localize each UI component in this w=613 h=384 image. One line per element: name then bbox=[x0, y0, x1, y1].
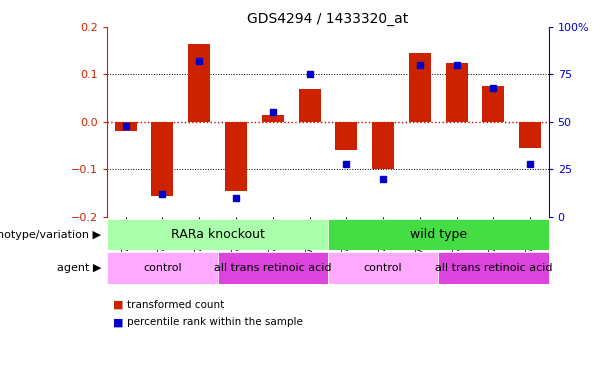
Text: percentile rank within the sample: percentile rank within the sample bbox=[127, 317, 303, 327]
Text: genotype/variation ▶: genotype/variation ▶ bbox=[0, 230, 101, 240]
Bar bbox=[482, 86, 504, 122]
Text: all trans retinoic acid: all trans retinoic acid bbox=[214, 263, 332, 273]
Bar bbox=[218, 252, 328, 284]
Bar bbox=[372, 122, 394, 169]
Text: all trans retinoic acid: all trans retinoic acid bbox=[435, 263, 552, 273]
Bar bbox=[519, 122, 541, 148]
Bar bbox=[188, 43, 210, 122]
Bar bbox=[262, 115, 284, 122]
Bar bbox=[409, 53, 431, 122]
Bar bbox=[107, 219, 328, 250]
Bar bbox=[328, 252, 438, 284]
Text: control: control bbox=[364, 263, 403, 273]
Text: ■: ■ bbox=[113, 317, 124, 327]
Title: GDS4294 / 1433320_at: GDS4294 / 1433320_at bbox=[247, 12, 409, 26]
Text: agent ▶: agent ▶ bbox=[57, 263, 101, 273]
Text: RARa knockout: RARa knockout bbox=[170, 228, 265, 241]
Bar bbox=[328, 219, 549, 250]
Bar bbox=[107, 252, 218, 284]
Bar bbox=[225, 122, 247, 191]
Text: ■: ■ bbox=[113, 300, 124, 310]
Bar bbox=[335, 122, 357, 151]
Bar bbox=[299, 89, 321, 122]
Text: control: control bbox=[143, 263, 182, 273]
Bar bbox=[438, 252, 549, 284]
Text: transformed count: transformed count bbox=[127, 300, 224, 310]
Bar bbox=[115, 122, 137, 131]
Bar bbox=[151, 122, 173, 195]
Text: wild type: wild type bbox=[409, 228, 467, 241]
Bar bbox=[446, 63, 468, 122]
